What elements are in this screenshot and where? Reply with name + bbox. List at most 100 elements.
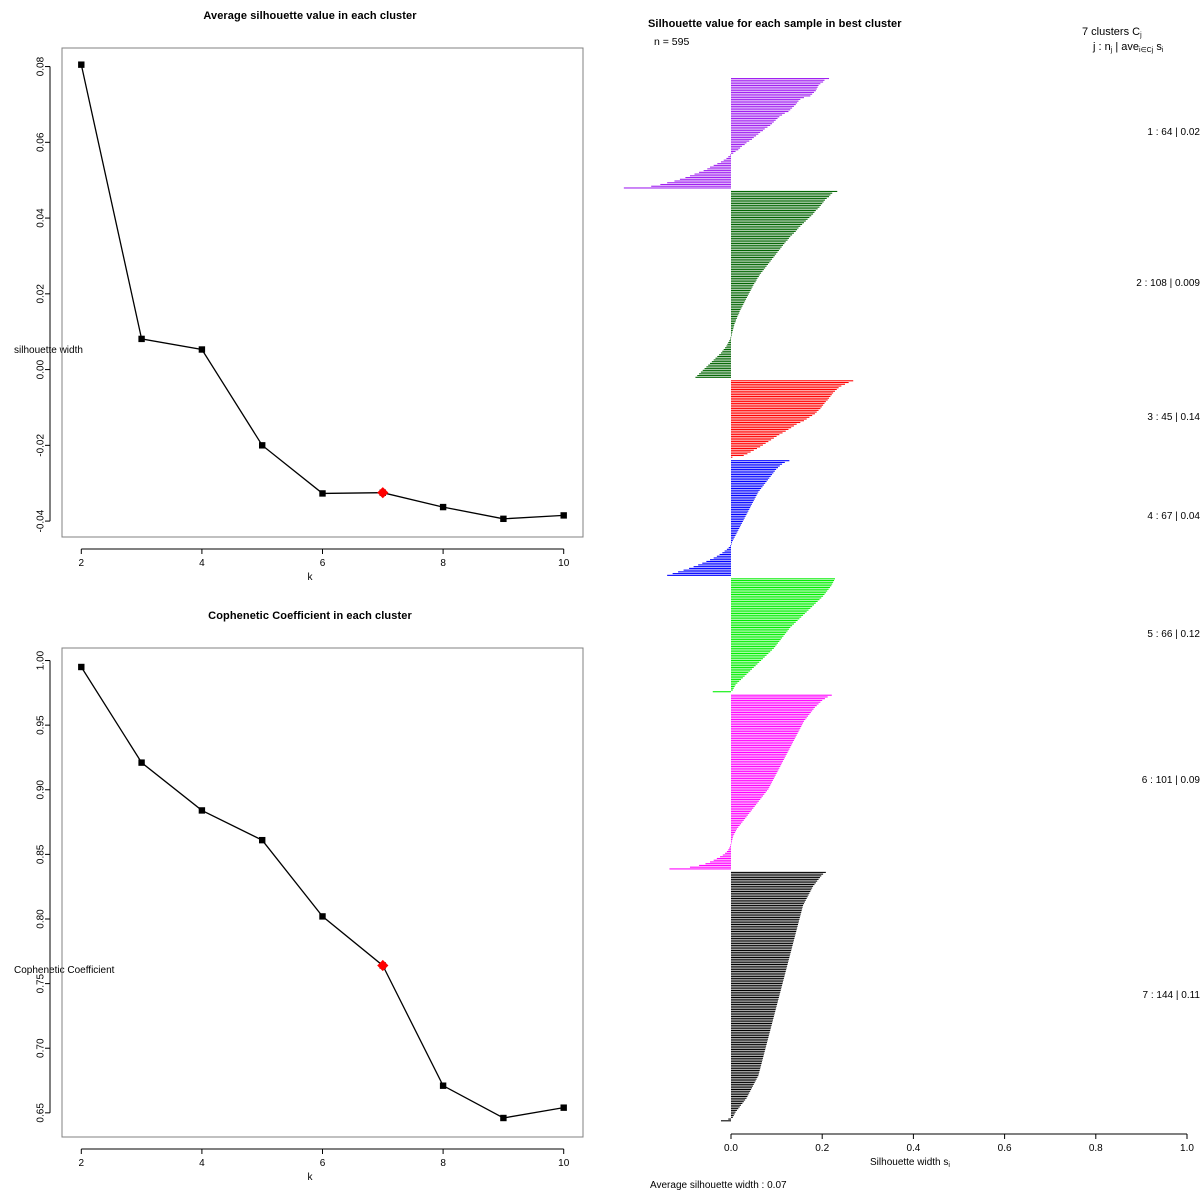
silhouette-bar: [731, 977, 784, 979]
silhouette-bar: [728, 156, 731, 158]
silhouette-bar: [731, 81, 824, 83]
silhouette-bar: [731, 960, 789, 962]
silhouette-bar: [731, 236, 791, 238]
silhouette-bar: [717, 355, 731, 358]
silhouette-bar: [731, 392, 834, 394]
cluster-summary-label: 4 : 67 | 0.04: [1147, 511, 1200, 523]
silhouette-bar: [731, 986, 782, 988]
silhouette-bar: [731, 241, 786, 243]
silhouette-bar: [731, 152, 734, 154]
silhouette-bar: [731, 83, 821, 85]
silhouette-bar: [731, 404, 824, 406]
silhouette-bar: [731, 953, 791, 955]
silhouette-bar: [731, 599, 820, 601]
silhouette-bar: [731, 635, 784, 637]
silhouette-bar: [731, 807, 754, 809]
silhouette-title: Silhouette value for each sample in best…: [648, 18, 902, 30]
silhouette-bar: [731, 487, 762, 490]
silhouette-bar: [731, 475, 771, 477]
silhouette-bar: [731, 258, 773, 260]
silhouette-bar: [731, 428, 789, 430]
silhouette-bar: [731, 225, 801, 227]
silhouette-bar: [731, 453, 748, 455]
silhouette-bar: [731, 408, 821, 410]
silhouette-bar: [731, 739, 794, 741]
header-s: s: [1153, 41, 1162, 53]
silhouette-bar: [731, 988, 782, 990]
silhouette-bar: [731, 776, 775, 778]
silhouette-bar: [731, 1017, 774, 1019]
silhouette-bar: [731, 503, 752, 505]
silhouette-bar: [731, 454, 744, 457]
cophenetic-title: Cophenetic Coefficient in each cluster: [208, 610, 412, 622]
silhouette-bar: [674, 180, 731, 182]
silhouette-bar: [731, 917, 800, 919]
silhouette-bar: [731, 204, 821, 206]
silhouette-bar: [731, 1031, 770, 1033]
silhouette-bar: [731, 540, 733, 542]
silhouette-bar: [731, 317, 737, 319]
silhouette-bar: [731, 145, 742, 147]
silhouette-bar: [731, 816, 747, 818]
silhouette-bar: [731, 533, 737, 535]
silhouette-bar: [731, 727, 801, 729]
silhouette-bar: [731, 1094, 749, 1096]
silhouette-bar: [731, 194, 831, 196]
silhouette-bar: [731, 104, 796, 106]
silhouette-xlabel: Silhouette width si: [620, 1157, 1200, 1169]
silhouette-bar: [731, 771, 778, 773]
silhouette-bar: [731, 1076, 758, 1078]
silhouette-bar: [731, 515, 746, 517]
silhouette-bar: [731, 274, 760, 276]
silhouette-bar: [731, 712, 811, 714]
silhouette-bar: [731, 824, 740, 827]
silhouette-bar: [731, 689, 733, 691]
plot-border: [61, 47, 584, 538]
data-point-marker: [198, 346, 206, 353]
header-s-sub: i: [1161, 47, 1164, 54]
silhouette-bar: [731, 732, 798, 734]
silhouette-bar: [731, 243, 785, 245]
silhouette-bar: [731, 1035, 769, 1037]
silhouette-bar: [731, 416, 810, 418]
data-point-marker: [319, 913, 326, 920]
silhouette-bar: [731, 114, 783, 116]
cophenetic-plot: 2 4 6 8 10 0.65 0.70 0.75 0.80 0.85 0.90 0.95 1.00: [36, 647, 584, 1169]
silhouette-bar: [731, 663, 758, 665]
silhouette-bar: [731, 484, 764, 486]
silhouette-bar: [731, 277, 758, 279]
silhouette-bar: [725, 347, 731, 349]
silhouette-bar: [731, 269, 764, 271]
silhouette-bar: [731, 934, 796, 936]
y-tick-label: 0.04: [36, 208, 47, 228]
silhouette-bar: [731, 1090, 751, 1092]
silhouette-bar: [731, 969, 787, 971]
silhouette-bar: [702, 562, 731, 564]
silhouette-bar: [731, 100, 799, 102]
silhouette-bar: [731, 1085, 753, 1087]
silhouette-bar: [731, 720, 804, 722]
silhouette-footer: Average silhouette width : 0.07: [650, 1180, 787, 1191]
silhouette-bar: [731, 276, 759, 278]
silhouette-bar: [731, 1088, 752, 1091]
silhouette-bar: [731, 1038, 768, 1040]
silhouette-bar: [731, 260, 771, 262]
silhouette-bar: [731, 797, 762, 799]
silhouette-bar: [731, 783, 772, 785]
silhouette-bar: [731, 972, 786, 974]
silhouette-bar: [731, 896, 808, 898]
silhouette-bar: [731, 1066, 761, 1068]
silhouette-bar: [731, 760, 783, 762]
silhouette-bar: [731, 950, 792, 952]
silhouette-bar: [731, 505, 752, 507]
silhouette-bar: [731, 592, 826, 594]
y-tick-label: -0.04: [36, 509, 47, 532]
silhouette-bar: [731, 481, 767, 483]
silhouette-bar: [731, 772, 777, 774]
best-k-highlight-marker: [377, 487, 389, 499]
silhouette-bar: [731, 442, 766, 444]
x-tick-label: 4: [199, 558, 205, 569]
silhouette-bar: [731, 809, 752, 811]
silhouette-bar: [731, 248, 781, 250]
silhouette-x-tick-label: 0.2: [815, 1143, 829, 1154]
